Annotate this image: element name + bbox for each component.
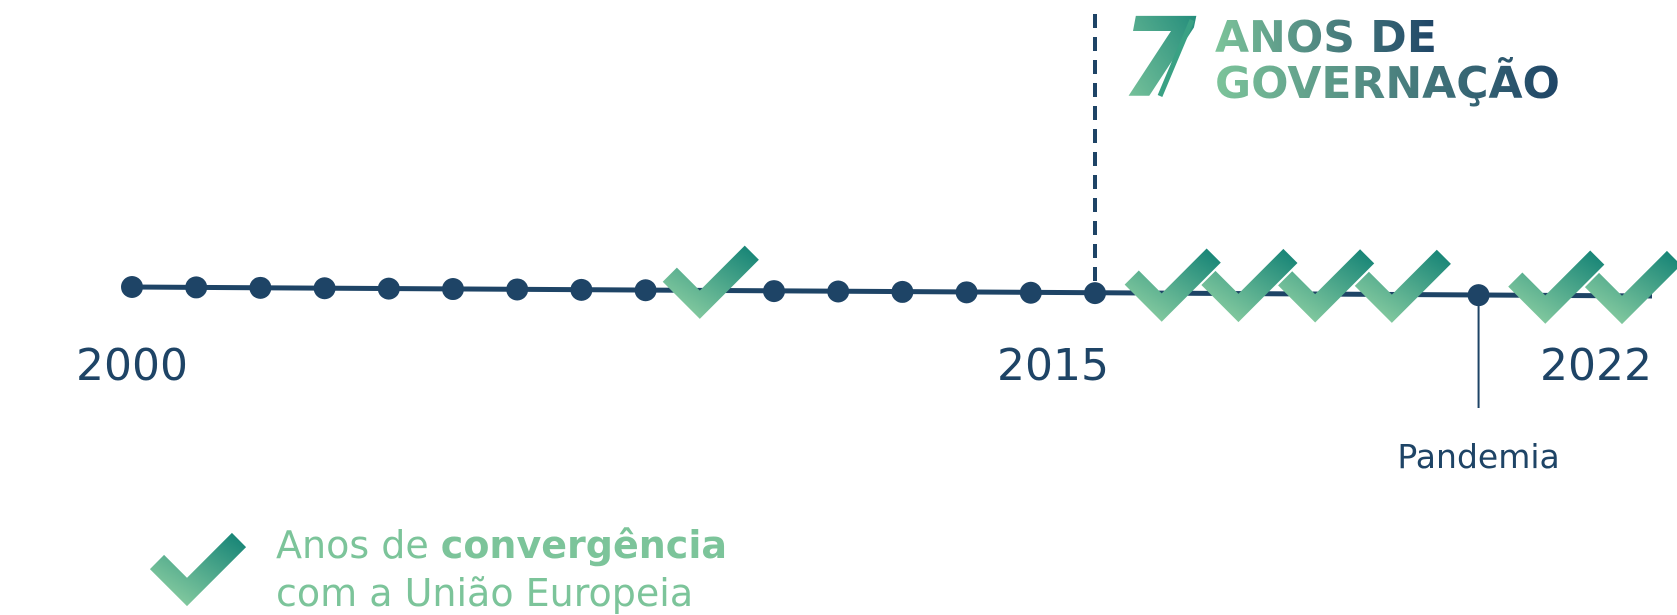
year-dot [1019,281,1042,304]
convergence-check [1201,248,1298,323]
year-dot [1084,282,1106,305]
year-dot [955,281,978,304]
year-dot [891,280,914,303]
legend-check [149,532,247,607]
convergence-check [1584,250,1677,325]
legend-bold: convergência [441,523,727,567]
year-dot [570,278,593,301]
convergence-check [1124,248,1221,322]
year-label: 2022 [1540,340,1652,391]
convergence-check [1508,250,1605,324]
year-dot [442,278,464,301]
header-number: 7 [1120,0,1197,122]
legend-line2: com a União Europeia [276,571,693,615]
year-dot [827,280,850,303]
year-dot [185,276,208,299]
legend-text: Anos de convergência [276,523,727,567]
legend-plain: Anos de [276,523,441,567]
year-dot [313,277,336,300]
year-dot [377,277,400,300]
year-dot [763,280,785,303]
year-dot [506,278,529,301]
year-label: 2000 [76,340,188,391]
convergence-check [662,245,759,319]
year-label: 2015 [997,340,1109,391]
header-line1: ANOS DE [1215,12,1437,63]
year-dot [249,276,272,299]
event-label: Pandemia [1397,437,1559,476]
year-dot [121,276,143,298]
convergence-check [1278,249,1375,323]
year-dot [634,279,657,302]
header-slash [1157,19,1195,97]
convergence-check [1354,249,1451,323]
header-line2: GOVERNAÇÃO [1215,56,1560,109]
